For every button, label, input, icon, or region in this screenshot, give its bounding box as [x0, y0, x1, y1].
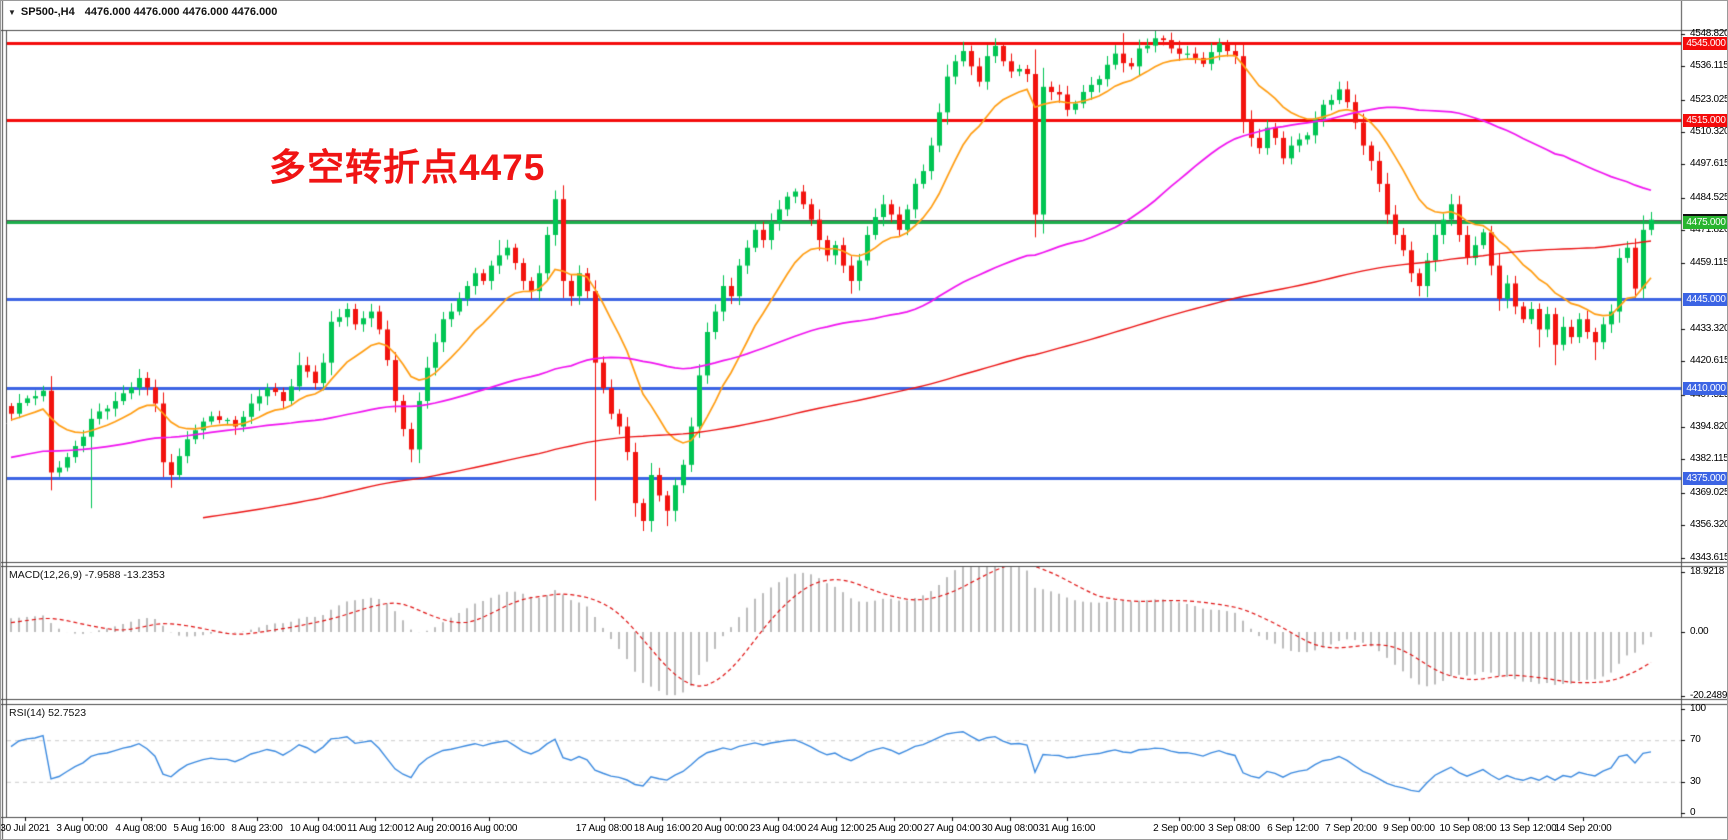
time-axis-label: 10 Sep 08:00: [1439, 823, 1497, 834]
price-tag-pivot: 4475.000: [1683, 216, 1727, 229]
rsi-axis-tick: 0: [1690, 807, 1696, 818]
price-axis-tick: 4420.615: [1690, 355, 1728, 366]
time-axis-label: 4 Aug 08:00: [115, 823, 167, 834]
time-axis-label: 30 Jul 2021: [0, 823, 50, 834]
time-axis-label: 31 Aug 16:00: [1038, 823, 1096, 834]
time-axis-label: 12 Aug 20:00: [403, 823, 461, 834]
time-axis-label: 18 Aug 16:00: [633, 823, 691, 834]
time-axis-label: 14 Sep 20:00: [1554, 823, 1612, 834]
price-tag-support: 4410.000: [1683, 382, 1727, 395]
rsi-indicator-label: RSI(14) 52.7523: [9, 707, 87, 719]
price-axis-tick: 4433.320: [1690, 323, 1728, 334]
time-axis-label: 7 Sep 20:00: [1325, 823, 1377, 834]
time-axis-label: 23 Aug 04:00: [749, 823, 807, 834]
time-axis-label: 6 Sep 12:00: [1267, 823, 1319, 834]
symbol-timeframe-label: SP500-,H4: [20, 6, 75, 18]
time-axis-label: 20 Aug 00:00: [691, 823, 749, 834]
price-axis-tick: 4510.320: [1690, 126, 1728, 137]
rsi-axis-tick: 30: [1690, 776, 1701, 787]
time-axis-label: 10 Aug 04:00: [289, 823, 347, 834]
price-axis-tick: 4497.615: [1690, 158, 1728, 169]
time-axis-label: 16 Aug 00:00: [460, 823, 518, 834]
price-axis-tick: 4382.115: [1690, 453, 1728, 464]
price-axis-tick: 4356.320: [1690, 519, 1728, 530]
time-axis-label: 17 Aug 08:00: [575, 823, 633, 834]
price-axis-tick: 4343.615: [1690, 552, 1728, 563]
chart-title-bar: ▼ SP500-,H4 4476.000 4476.000 4476.000 4…: [8, 4, 277, 20]
time-axis-label: 3 Aug 00:00: [56, 823, 108, 834]
macd-indicator-label: MACD(12,26,9) -7.9588 -13.2353: [9, 569, 165, 581]
price-tag-resistance: 4545.000: [1683, 37, 1727, 50]
macd-axis-tick: 0.00: [1690, 626, 1709, 637]
price-axis-tick: 4523.025: [1690, 94, 1728, 105]
time-axis-label: 27 Aug 04:00: [923, 823, 981, 834]
price-axis-tick: 4536.115: [1690, 60, 1728, 71]
time-axis-label: 13 Sep 12:00: [1499, 823, 1557, 834]
ohlc-values: 4476.000 4476.000 4476.000 4476.000: [84, 6, 278, 18]
time-axis-label: 25 Aug 20:00: [865, 823, 923, 834]
price-tag-support: 4375.000: [1683, 472, 1727, 485]
time-axis-label: 24 Aug 12:00: [807, 823, 865, 834]
rsi-axis-tick: 70: [1690, 734, 1701, 745]
rsi-axis-tick: 100: [1690, 703, 1706, 714]
price-tag-resistance: 4515.000: [1683, 114, 1727, 127]
price-tag-support: 4445.000: [1683, 293, 1727, 306]
price-axis-tick: 4471.820: [1690, 224, 1728, 235]
price-axis-tick: 4548.820: [1690, 28, 1728, 39]
time-axis-label: 5 Aug 16:00: [173, 823, 225, 834]
time-axis-label: 9 Sep 00:00: [1383, 823, 1435, 834]
time-axis-label: 11 Aug 12:00: [347, 823, 403, 834]
pivot-annotation-text: 多空转折点4475: [269, 147, 546, 188]
price-axis-tick: 4394.820: [1690, 421, 1728, 432]
macd-axis-tick: -20.2489: [1690, 690, 1728, 701]
price-axis-tick: 4369.025: [1690, 487, 1728, 498]
price-axis-tick: 4459.115: [1690, 257, 1728, 268]
price-axis-tick: 4484.525: [1690, 192, 1728, 203]
symbol-dropdown-icon[interactable]: ▼: [8, 7, 16, 17]
time-axis-label: 3 Sep 08:00: [1208, 823, 1260, 834]
macd-axis-tick: 18.9218: [1690, 566, 1725, 577]
time-axis-label: 2 Sep 00:00: [1153, 823, 1205, 834]
time-axis-label: 30 Aug 08:00: [981, 823, 1039, 834]
time-axis-label: 8 Aug 23:00: [231, 823, 283, 834]
